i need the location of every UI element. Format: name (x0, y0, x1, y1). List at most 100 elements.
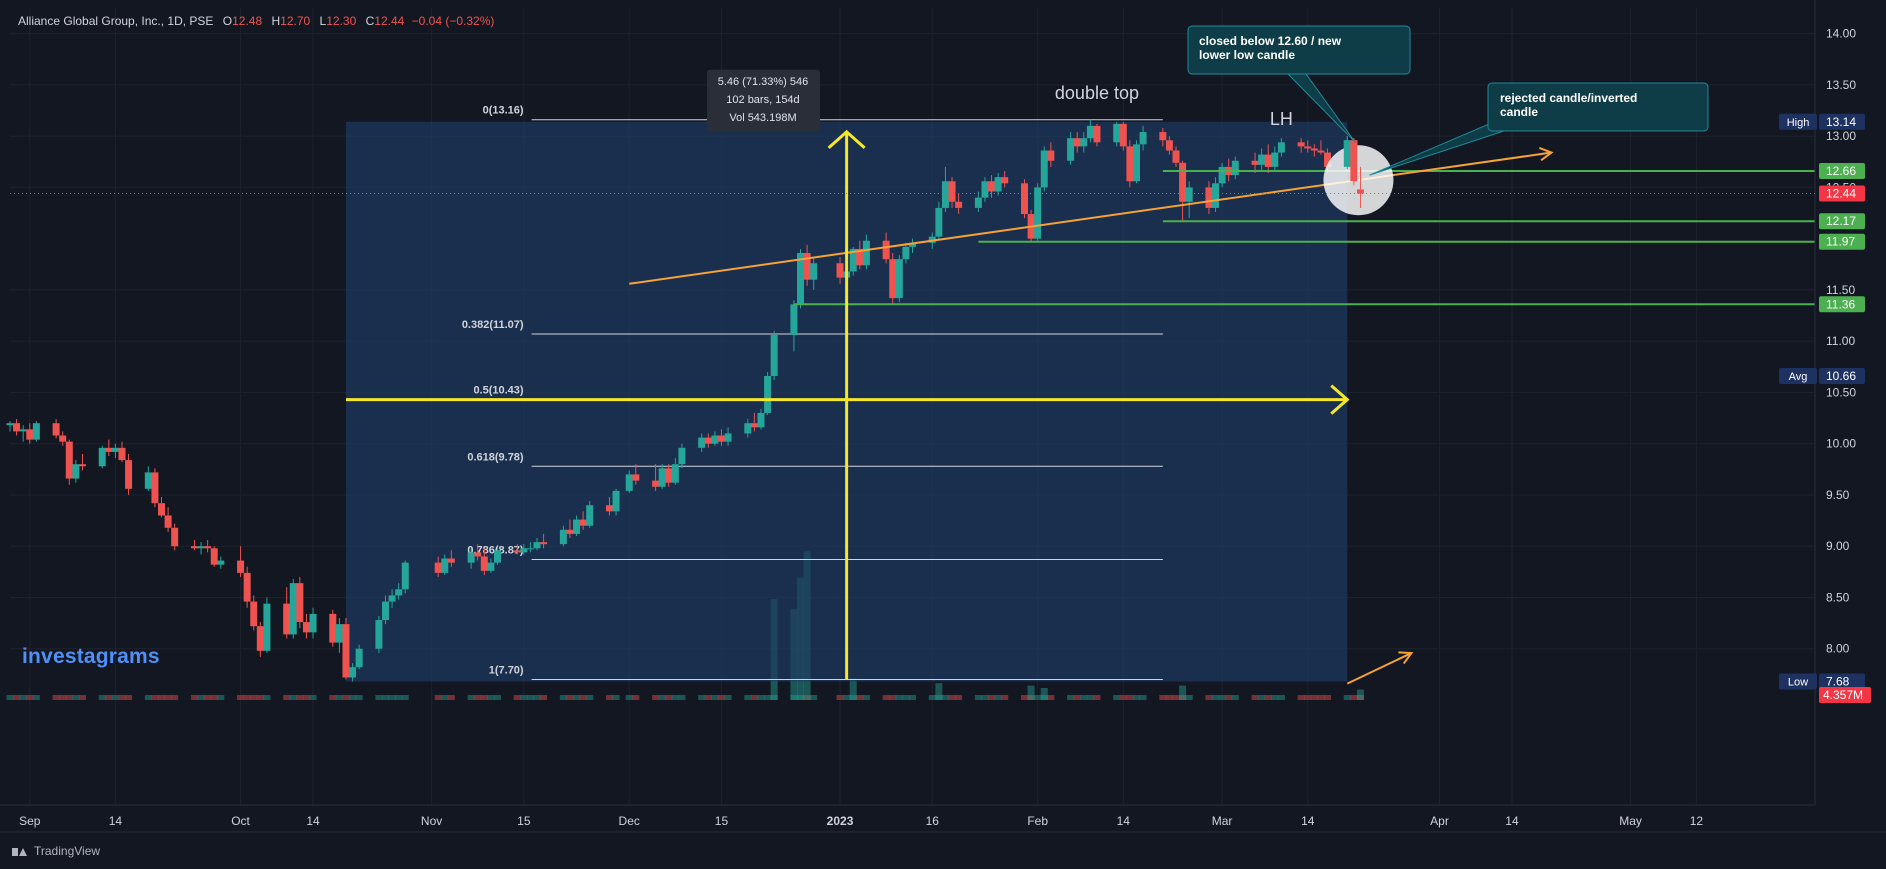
candle-body (1356, 189, 1364, 194)
candle-body (243, 572, 251, 602)
candle-body (579, 519, 587, 526)
price-tick-label: 8.50 (1826, 590, 1850, 604)
candle-body (948, 181, 956, 202)
tradingview-footer[interactable]: TradingView (12, 844, 100, 858)
price-tick-label: 10.00 (1826, 437, 1856, 451)
candle-body (1086, 125, 1094, 139)
volume-bar (1277, 695, 1285, 700)
measure-label-text: 5.46 (71.33%) 546 (718, 76, 809, 88)
volume-bar (1317, 695, 1325, 700)
candle-body (513, 550, 521, 553)
volume-bar (1218, 695, 1226, 700)
volume-bar (1356, 689, 1364, 700)
tradingview-label: TradingView (34, 844, 101, 858)
candle-body (1343, 140, 1351, 167)
candle-body (836, 263, 844, 278)
volume-bar (342, 695, 350, 700)
candle-body (750, 423, 758, 428)
volume-bar (289, 695, 297, 700)
volume-bar (533, 695, 541, 700)
price-label-tag: Low (1788, 677, 1808, 689)
price-label-value: 7.68 (1826, 675, 1850, 689)
time-tick-label: Feb (1027, 814, 1048, 828)
volume-bar (764, 695, 772, 700)
volume-bar (296, 695, 304, 700)
volume-bar (605, 695, 613, 700)
candle-body (540, 542, 548, 545)
volume-bar (1179, 685, 1187, 700)
highlight-circle (1323, 145, 1394, 216)
candle-body (902, 246, 910, 260)
candle-body (32, 423, 40, 440)
candle-body (342, 624, 350, 678)
volume-bar (217, 695, 225, 700)
candle-body (190, 546, 198, 549)
volume-bar (1212, 695, 1220, 700)
candle-body (856, 248, 864, 266)
chart-annotation-text: double top (1055, 83, 1139, 103)
volume-bar (52, 695, 60, 700)
time-tick-label: May (1619, 814, 1642, 828)
volume-bar (309, 695, 317, 700)
time-tick-label: 2023 (827, 814, 854, 828)
volume-bar (1132, 695, 1140, 700)
drawings: double top LH 5.46 (71.33%) 546 102 bars, 1… (345, 25, 1815, 685)
volume-bar (1001, 695, 1009, 700)
candle-body (111, 447, 119, 452)
callout-text: closed below 12.60 / new (1199, 34, 1342, 48)
volume-bar (151, 695, 159, 700)
time-tick-label: 14 (1117, 814, 1131, 828)
candle-body (704, 437, 712, 444)
volume-bar (98, 695, 106, 700)
volume-bar (388, 695, 396, 700)
fib-level-label: 0.382(11.07) (462, 319, 524, 331)
volume-bar (1179, 695, 1187, 700)
measure-label-text: 102 bars, 154d (726, 94, 799, 106)
price-label-tag: Avg (1789, 371, 1808, 383)
candle-body (1317, 150, 1325, 153)
candle-body (210, 548, 218, 565)
volume-bar (632, 695, 640, 700)
candle-body (1277, 142, 1285, 153)
time-tick-label: Sep (19, 814, 41, 828)
candle-body (375, 620, 383, 649)
fib-level-label: 0(13.16) (483, 105, 524, 117)
volume-label-box (1819, 687, 1871, 703)
volume-bar (559, 695, 567, 700)
candle-body (994, 177, 1002, 192)
volume-bar (882, 695, 890, 700)
price-label-box (1819, 673, 1865, 690)
callout-box (1187, 25, 1411, 75)
volume-bar (625, 695, 633, 700)
price-tick-label: 11.00 (1826, 334, 1855, 348)
price-tick-label: 8.00 (1826, 642, 1850, 656)
candle-body (797, 253, 805, 305)
candle-body (1001, 177, 1009, 184)
volume-bar (573, 695, 581, 700)
candle-body (790, 304, 798, 336)
volume-bar (283, 695, 291, 700)
volume-bar (381, 695, 389, 700)
candle-body (480, 556, 488, 571)
volume-bar (164, 695, 172, 700)
candle-body (1047, 150, 1055, 161)
candle-body (474, 552, 482, 557)
fib-level-label: 0.618(9.78) (467, 451, 524, 463)
volume-bar (994, 695, 1002, 700)
candle-body (724, 433, 732, 442)
time-tick-label: Mar (1212, 814, 1233, 828)
volume-bar (836, 695, 844, 700)
candle-body (158, 503, 166, 516)
volume-bar (204, 695, 212, 700)
candle-body (1264, 154, 1272, 167)
candle-body (862, 240, 870, 266)
volume-bar (1034, 695, 1042, 700)
time-tick-label: 14 (1505, 814, 1519, 828)
candle-body (586, 505, 594, 526)
time-tick-label: Dec (619, 814, 640, 828)
candle-body (909, 242, 916, 247)
candle-body (658, 468, 666, 487)
volume-bar (65, 695, 73, 700)
price-label-value: 12.17 (1826, 214, 1856, 228)
